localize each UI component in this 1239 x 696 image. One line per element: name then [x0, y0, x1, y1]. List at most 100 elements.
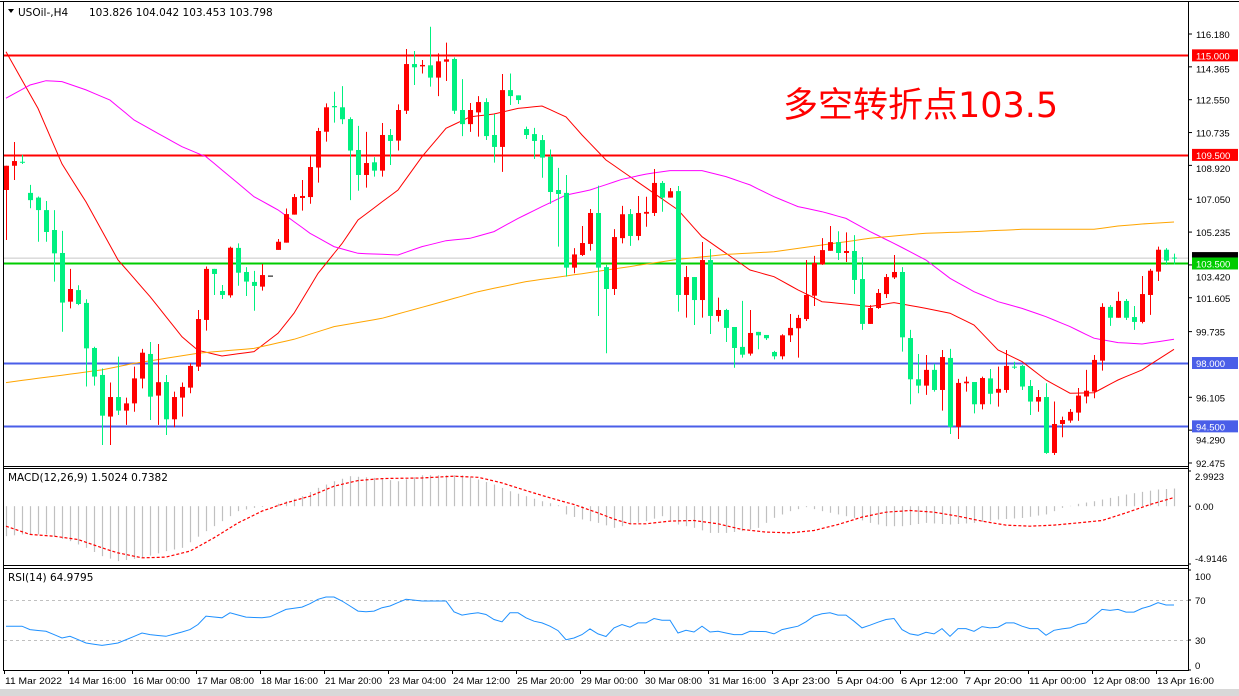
- candle: [708, 248, 713, 335]
- candle: [244, 267, 249, 297]
- candle-body: [636, 212, 641, 236]
- rsi-tick-label: 30: [1195, 636, 1206, 647]
- candle: [748, 309, 753, 356]
- candle: [460, 79, 465, 137]
- candle-body: [1124, 300, 1129, 318]
- candle-body: [372, 162, 377, 171]
- candle: [820, 238, 825, 265]
- candle: [764, 334, 769, 341]
- price-tick-label: 108.920: [1196, 164, 1230, 175]
- candle-body: [564, 192, 569, 268]
- candle-body: [124, 403, 129, 411]
- candle-body: [52, 229, 57, 254]
- candle-body: [348, 119, 353, 151]
- candle-body: [620, 214, 625, 239]
- candle-body: [428, 65, 433, 78]
- candle-body: [308, 167, 313, 198]
- candle: [564, 174, 569, 277]
- candle-body: [1068, 411, 1073, 421]
- rsi-tick-label: 70: [1195, 596, 1206, 607]
- candle-body: [1044, 397, 1049, 453]
- candle: [1116, 291, 1121, 318]
- level-label: 109.500: [1196, 151, 1230, 162]
- candle-body: [4, 165, 9, 190]
- candle-body: [444, 59, 449, 62]
- price-tick-label: 92.475: [1196, 459, 1225, 470]
- candle: [220, 285, 225, 299]
- dropdown-triangle-icon[interactable]: [8, 9, 14, 13]
- candle: [108, 382, 113, 445]
- candle-body: [68, 288, 73, 302]
- candle-body: [1036, 397, 1041, 402]
- candle: [956, 378, 961, 440]
- candle-body: [652, 182, 657, 213]
- candle: [868, 305, 873, 324]
- candle-body: [908, 338, 913, 380]
- price-tick-label: 99.735: [1196, 328, 1225, 339]
- time-tick-label: 25 Mar 20:00: [517, 676, 574, 686]
- candle: [36, 196, 41, 242]
- time-tick-label: 14 Mar 16:00: [69, 676, 126, 686]
- candle: [316, 127, 321, 183]
- macd-tick-label: -4.9146: [1195, 554, 1227, 565]
- candle: [588, 209, 593, 251]
- time-tick-label: 29 Mar 00:00: [581, 676, 638, 686]
- price-tick-label: 105.235: [1196, 228, 1230, 239]
- candle: [12, 142, 17, 181]
- candle: [580, 226, 585, 257]
- candle-body: [828, 242, 833, 251]
- candle-body: [92, 347, 97, 377]
- candle-body: [364, 163, 369, 175]
- level-label: 103.500: [1196, 259, 1230, 270]
- candle: [4, 165, 9, 240]
- candle: [124, 397, 129, 425]
- candle: [972, 382, 977, 414]
- candle: [1100, 303, 1105, 371]
- candle-body: [212, 268, 217, 274]
- candle-body: [148, 353, 153, 397]
- candle: [492, 113, 497, 163]
- candle-body: [924, 369, 929, 386]
- candle-body: [1060, 420, 1065, 424]
- candle-body: [628, 214, 633, 236]
- candle-body: [988, 378, 993, 394]
- candle: [844, 232, 849, 263]
- candle-body: [1028, 385, 1033, 402]
- candle: [1092, 355, 1097, 399]
- candle: [1068, 408, 1073, 423]
- candle-body: [1140, 294, 1145, 322]
- time-tick-label: 6 Apr 12:00: [901, 676, 958, 686]
- macd-tick-label: 0.00: [1195, 502, 1214, 513]
- candle: [396, 104, 401, 151]
- candle: [468, 102, 473, 132]
- level-label-bg: [1192, 420, 1238, 433]
- candle: [908, 329, 913, 405]
- candle: [1148, 268, 1153, 315]
- candle-body: [1156, 249, 1161, 272]
- annotation-text: 多空转折点103.5: [783, 86, 1058, 126]
- candle: [540, 134, 545, 178]
- level-label: 98.000: [1196, 359, 1225, 370]
- candle: [556, 167, 561, 247]
- candle-body: [388, 134, 393, 141]
- candle-body: [772, 351, 777, 357]
- candle-body: [524, 129, 529, 135]
- macd-title: MACD(12,26,9) 1.5024 0.7382: [8, 472, 168, 484]
- candle: [1060, 416, 1065, 438]
- candle: [84, 299, 89, 387]
- candle: [156, 344, 161, 425]
- candle-body: [1052, 424, 1057, 453]
- candle-body: [644, 211, 649, 214]
- candle: [644, 196, 649, 227]
- candle: [852, 235, 857, 295]
- time-tick-label: 31 Mar 16:00: [709, 676, 766, 686]
- candle-body: [900, 271, 905, 338]
- time-tick-label: 21 Mar 20:00: [325, 676, 382, 686]
- candle: [1044, 383, 1049, 454]
- candle-body: [612, 237, 617, 289]
- candle-body: [532, 134, 537, 141]
- candle: [940, 349, 945, 411]
- candle-body: [1148, 270, 1153, 295]
- candle-body: [660, 182, 665, 198]
